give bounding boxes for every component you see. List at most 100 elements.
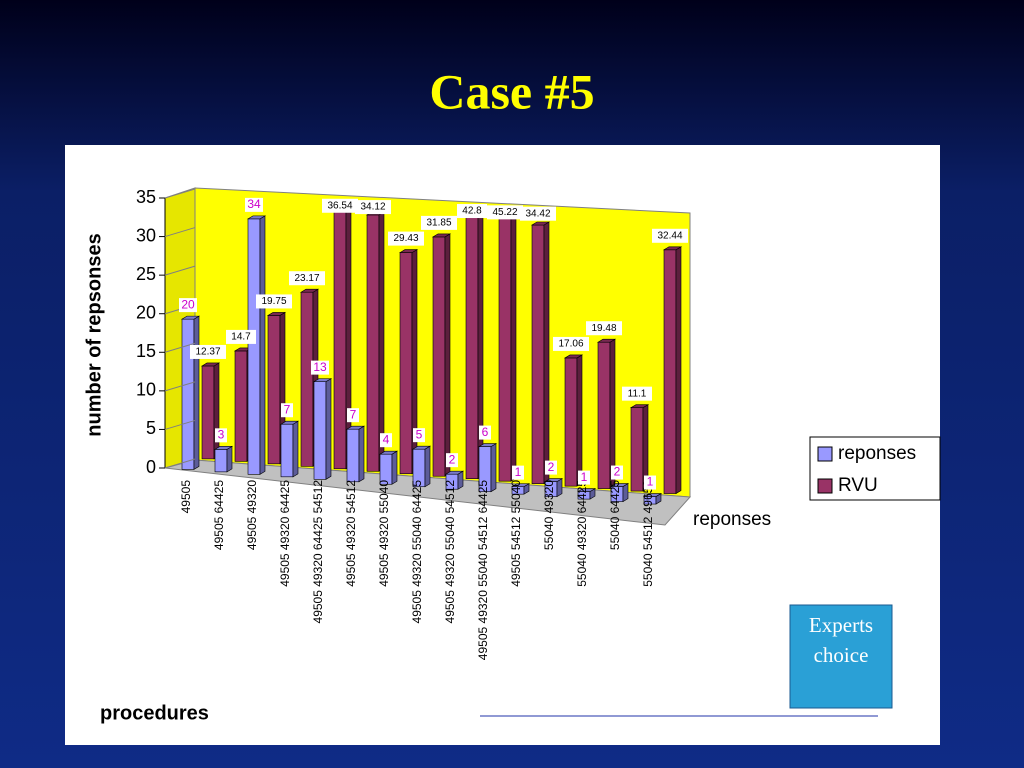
value-label-box: [421, 215, 457, 230]
value-label: 42.8: [462, 206, 482, 217]
bar: [378, 450, 399, 485]
bar-top: [180, 315, 201, 320]
bar-side: [358, 425, 365, 483]
bar: [180, 315, 201, 470]
value-label: 13: [313, 360, 327, 374]
grid-line: [164, 227, 196, 238]
bar: [510, 483, 531, 495]
bar-front: [366, 214, 380, 472]
legend-swatch: [817, 478, 833, 494]
bar-front: [346, 428, 360, 483]
bar-side: [675, 246, 682, 495]
value-label: 11.1: [628, 388, 647, 399]
value-label-box: [545, 460, 557, 475]
value-label: 14.7: [231, 332, 251, 343]
bar-top: [609, 483, 630, 487]
bar: [279, 420, 300, 478]
value-label: 1: [581, 470, 588, 484]
x-tick-label: 49505 64425: [212, 480, 226, 550]
bar: [312, 378, 333, 480]
bar: [246, 215, 267, 475]
bar-top: [279, 420, 300, 425]
y-tick-label: 15: [136, 341, 156, 361]
bar-side: [325, 378, 332, 480]
bar: [477, 443, 498, 493]
bar-front: [564, 357, 578, 487]
bar-side: [391, 450, 398, 485]
grid-line: [164, 342, 196, 353]
bar: [398, 249, 419, 475]
bar-top: [662, 246, 683, 251]
bar-front: [432, 236, 446, 477]
bar-side: [490, 443, 497, 493]
value-label: 34.12: [360, 202, 385, 213]
bar: [365, 211, 386, 472]
value-label-box: [487, 205, 523, 220]
value-label: 17.06: [558, 339, 583, 350]
bar-top: [477, 443, 498, 447]
value-label-box: [380, 433, 392, 448]
bar: [563, 354, 584, 487]
bar-front: [313, 381, 327, 480]
y-tick-label: 5: [146, 418, 156, 438]
bar-top: [543, 478, 564, 482]
grid-line: [164, 381, 196, 392]
value-label-box: [347, 408, 359, 423]
bar-front: [379, 453, 393, 485]
value-label-box: [586, 321, 622, 336]
value-label-box: [622, 386, 652, 401]
bar: [332, 194, 353, 470]
value-label-box: [322, 198, 358, 213]
bar-top: [431, 233, 452, 238]
value-label-box: [479, 425, 491, 440]
bar-top: [563, 354, 584, 359]
x-tick-label: 49505 49320 55040: [377, 480, 391, 587]
bar-front: [267, 315, 281, 465]
callout-wrap: Experts choice: [809, 613, 873, 667]
value-label: 34: [247, 197, 261, 211]
value-label: 45.22: [492, 207, 517, 218]
value-label: 1: [515, 465, 522, 479]
value-label-box: [355, 200, 391, 215]
bar: [543, 478, 564, 498]
value-label-box: [256, 294, 292, 309]
value-label-box: [553, 336, 589, 351]
y-tick-label: 0: [146, 457, 156, 477]
y-tick-label: 10: [136, 380, 156, 400]
bar: [629, 404, 650, 492]
bar-side: [193, 315, 200, 470]
plot-area: [180, 194, 683, 505]
value-label-box: [520, 206, 556, 221]
value-label-box: [245, 197, 263, 212]
x-tick-label: 55040 54512 49650: [641, 480, 655, 587]
x-tick-label: 55040 64425: [608, 480, 622, 550]
value-label-box: [190, 344, 226, 359]
value-label: 32.44: [657, 230, 682, 241]
bar-side: [543, 221, 550, 485]
bar-top: [444, 470, 465, 475]
bar-top: [312, 378, 333, 382]
value-label: 19.75: [261, 296, 286, 307]
value-label-box: [179, 298, 197, 313]
bar: [642, 493, 663, 505]
x-tick-label: 49505 49320: [245, 480, 259, 550]
bar-front: [597, 341, 611, 489]
bar-front: [663, 249, 677, 494]
bar-front: [280, 423, 294, 478]
x-tick-label: 55040 49320: [542, 480, 556, 550]
value-label-box: [457, 204, 487, 219]
value-label: 4: [383, 432, 390, 446]
bar-side: [576, 354, 583, 487]
x-tick-label: 49505 49320 55040 64425: [410, 480, 424, 624]
value-label: 1: [647, 475, 654, 489]
value-label: 2: [614, 465, 621, 479]
bar-front: [333, 194, 347, 470]
value-label: 20: [181, 297, 195, 311]
value-label: 29.43: [393, 233, 418, 244]
bar-top: [378, 450, 399, 455]
value-label-box: [281, 403, 293, 418]
value-label: 3: [218, 428, 225, 442]
bar-top: [246, 215, 267, 220]
bar-side: [292, 420, 299, 478]
